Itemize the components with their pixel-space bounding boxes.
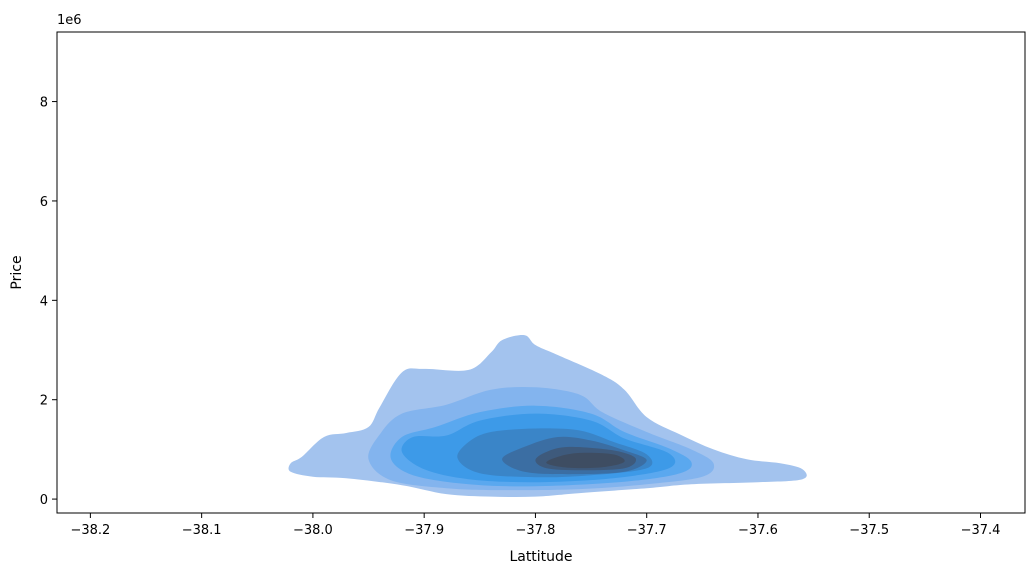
x-tick-label: −38.0	[293, 523, 333, 538]
y-tick-label: 6	[40, 195, 48, 210]
x-tick-label: −37.8	[516, 523, 556, 538]
y-tick-label: 8	[40, 96, 48, 111]
y-tick-label: 0	[40, 493, 48, 508]
density-contours	[288, 334, 807, 497]
density-level-8	[546, 452, 625, 469]
y-axis: 0 2 4 6 8	[40, 96, 57, 508]
x-tick-label: −37.7	[627, 523, 667, 538]
x-tick-label: −38.1	[182, 523, 222, 538]
y-tick-label: 2	[40, 394, 48, 409]
plot-frame	[56, 31, 1026, 514]
x-tick-label: −37.9	[404, 523, 444, 538]
x-tick-label: −37.4	[961, 523, 1001, 538]
x-tick-label: −37.6	[738, 523, 778, 538]
y-axis-label: Price	[9, 255, 25, 289]
x-tick-label: −38.2	[70, 523, 110, 538]
y-tick-label: 4	[40, 294, 48, 309]
x-axis: −38.2 −38.1 −38.0 −37.9 −37.8 −37.7 −37.6 −37.5…	[70, 513, 1000, 538]
x-tick-label: −37.5	[849, 523, 889, 538]
x-axis-label: Lattitude	[509, 549, 572, 565]
y-offset-label: 1e6	[57, 13, 82, 28]
